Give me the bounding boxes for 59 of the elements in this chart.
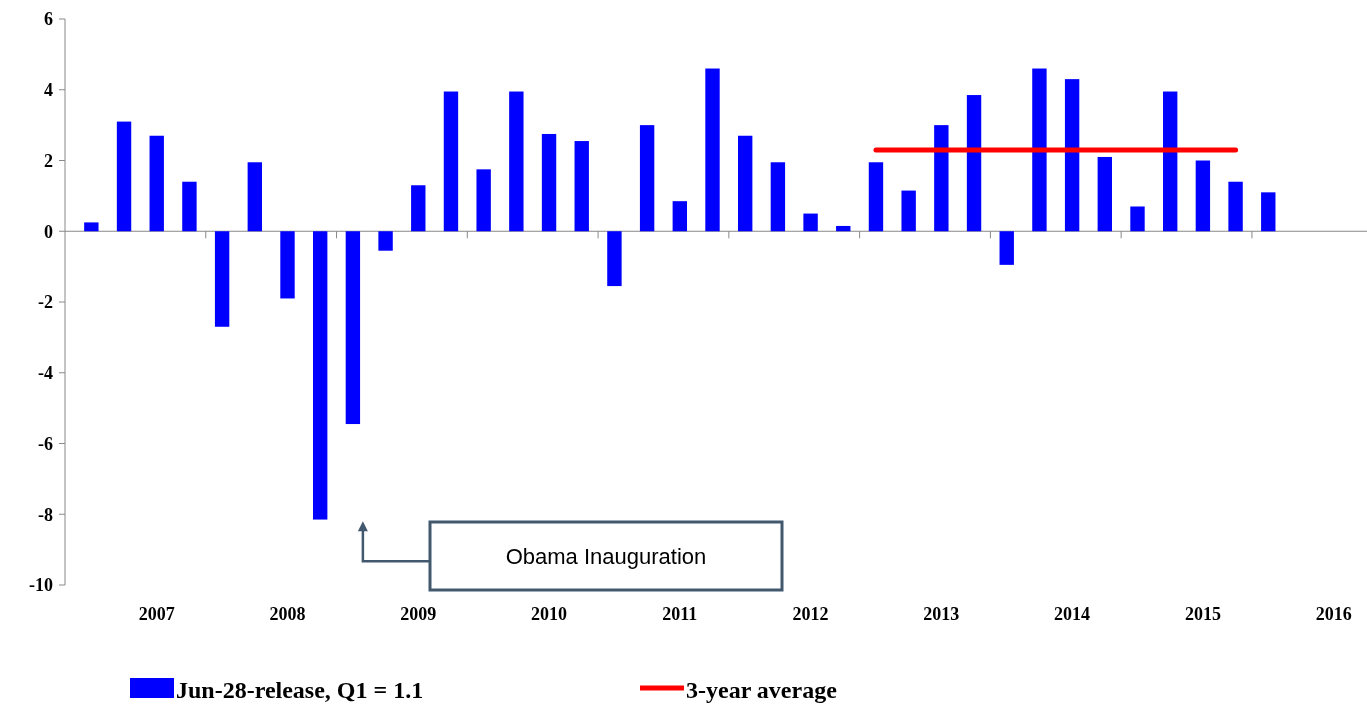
bar [770, 162, 786, 232]
y-tick-label: -2 [38, 292, 53, 313]
bar [607, 231, 622, 287]
bar [934, 125, 949, 232]
bar [1261, 192, 1276, 232]
y-tick-label: -6 [38, 433, 53, 454]
bar [541, 133, 557, 232]
x-tick-label: 2009 [400, 604, 437, 624]
x-tick-label: 2010 [531, 604, 568, 624]
y-tick-label: 6 [44, 9, 53, 30]
bar [868, 162, 884, 232]
bar [901, 190, 916, 232]
bar [116, 121, 132, 232]
bar [509, 91, 524, 232]
x-tick-label: 2016 [1315, 604, 1352, 624]
annotation: Obama Inauguration [505, 543, 707, 569]
x-tick-label: 2013 [923, 604, 960, 624]
bar [411, 185, 426, 232]
legend-label: Jun-28-release, Q1 = 1.1 [176, 677, 424, 704]
bar [1032, 68, 1047, 232]
legend-label: 3-year average [686, 677, 838, 704]
bar [999, 231, 1014, 265]
bar [345, 231, 361, 425]
bar [84, 222, 99, 232]
bar [705, 68, 720, 232]
bar [1195, 160, 1211, 232]
x-tick-label: 2014 [1054, 604, 1091, 624]
bar [476, 169, 491, 232]
x-tick-label: 2008 [269, 604, 306, 624]
y-tick-label: -4 [38, 363, 53, 384]
bar [378, 231, 393, 251]
bar [803, 213, 818, 232]
bar [1163, 91, 1178, 232]
bar [1228, 181, 1243, 232]
bar [1097, 156, 1112, 232]
bar [280, 231, 295, 299]
bar [149, 135, 164, 232]
bar [836, 225, 851, 232]
bar [214, 231, 230, 327]
x-tick-label: 2015 [1184, 604, 1221, 624]
bar [443, 91, 459, 232]
bar [1130, 206, 1145, 232]
bar [672, 201, 687, 232]
y-tick-label: 2 [44, 150, 53, 171]
y-tick-label: 0 [44, 221, 53, 242]
bar [313, 231, 328, 520]
y-tick-label: 4 [44, 80, 53, 101]
bar [1064, 79, 1080, 232]
bar [247, 162, 262, 232]
bar [738, 135, 753, 232]
bar [966, 95, 982, 232]
bar [574, 141, 589, 232]
x-tick-label: 2007 [138, 604, 175, 624]
x-tick-label: 2011 [662, 604, 698, 624]
x-tick-label: 2012 [792, 604, 829, 624]
y-tick-label: -10 [29, 575, 53, 596]
bar [639, 125, 655, 232]
y-tick-label: -8 [38, 504, 53, 525]
bar [182, 181, 197, 232]
